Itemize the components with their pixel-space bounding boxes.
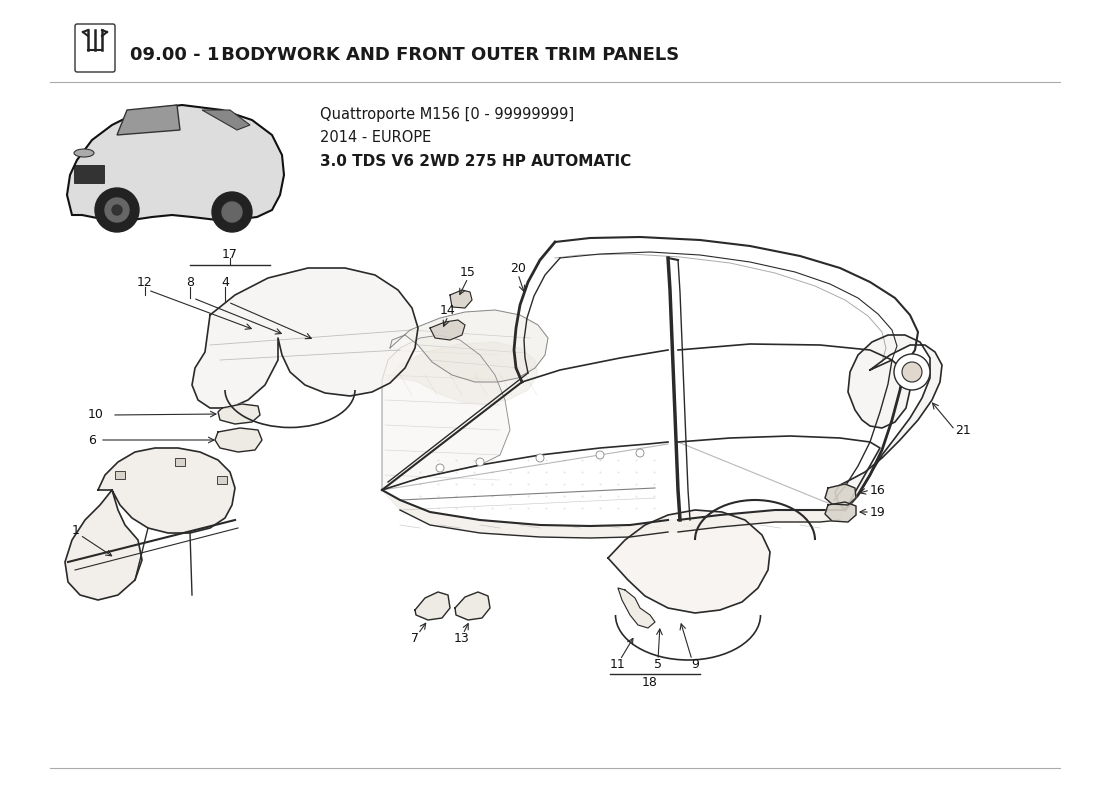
Text: 3.0 TDS V6 2WD 275 HP AUTOMATIC: 3.0 TDS V6 2WD 275 HP AUTOMATIC bbox=[320, 154, 631, 169]
Text: 14: 14 bbox=[440, 303, 455, 317]
Polygon shape bbox=[218, 404, 260, 424]
Text: 6: 6 bbox=[88, 434, 96, 446]
Polygon shape bbox=[455, 592, 490, 620]
Polygon shape bbox=[835, 335, 942, 510]
Text: 5: 5 bbox=[654, 658, 662, 671]
Text: 1: 1 bbox=[72, 523, 80, 537]
Polygon shape bbox=[450, 290, 472, 308]
Text: 17: 17 bbox=[222, 249, 238, 262]
Ellipse shape bbox=[74, 149, 94, 157]
Polygon shape bbox=[382, 490, 845, 538]
Text: 12: 12 bbox=[138, 275, 153, 289]
Polygon shape bbox=[415, 592, 450, 620]
Text: 15: 15 bbox=[460, 266, 476, 278]
Polygon shape bbox=[385, 342, 538, 404]
Bar bbox=[175, 458, 185, 466]
Polygon shape bbox=[67, 105, 284, 220]
Circle shape bbox=[894, 354, 930, 390]
Text: 4: 4 bbox=[221, 275, 229, 289]
Bar bbox=[217, 476, 227, 484]
Circle shape bbox=[596, 451, 604, 459]
Circle shape bbox=[212, 192, 252, 232]
Text: 7: 7 bbox=[411, 631, 419, 645]
Polygon shape bbox=[618, 588, 654, 628]
Text: Quattroporte M156 [0 - 99999999]: Quattroporte M156 [0 - 99999999] bbox=[320, 107, 574, 122]
Polygon shape bbox=[202, 110, 250, 130]
Polygon shape bbox=[192, 268, 418, 408]
Polygon shape bbox=[430, 320, 465, 340]
Text: 13: 13 bbox=[454, 631, 470, 645]
Polygon shape bbox=[825, 502, 856, 522]
Circle shape bbox=[436, 464, 444, 472]
Polygon shape bbox=[608, 510, 770, 613]
Polygon shape bbox=[382, 335, 510, 490]
Polygon shape bbox=[214, 428, 262, 452]
Polygon shape bbox=[65, 448, 235, 600]
Text: 21: 21 bbox=[955, 423, 970, 437]
Circle shape bbox=[902, 362, 922, 382]
Text: 09.00 - 1: 09.00 - 1 bbox=[130, 46, 219, 64]
Circle shape bbox=[636, 449, 644, 457]
Text: 9: 9 bbox=[691, 658, 698, 671]
Text: 16: 16 bbox=[870, 483, 886, 497]
Text: 11: 11 bbox=[610, 658, 626, 671]
Circle shape bbox=[222, 202, 242, 222]
Circle shape bbox=[112, 205, 122, 215]
Polygon shape bbox=[825, 484, 856, 505]
Circle shape bbox=[104, 198, 129, 222]
Text: 18: 18 bbox=[642, 675, 658, 689]
Text: BODYWORK AND FRONT OUTER TRIM PANELS: BODYWORK AND FRONT OUTER TRIM PANELS bbox=[214, 46, 680, 64]
Circle shape bbox=[536, 454, 544, 462]
Polygon shape bbox=[390, 310, 548, 382]
Text: 10: 10 bbox=[88, 409, 103, 422]
Text: 20: 20 bbox=[510, 262, 526, 274]
FancyBboxPatch shape bbox=[75, 24, 116, 72]
Circle shape bbox=[476, 458, 484, 466]
Text: 8: 8 bbox=[186, 275, 194, 289]
Text: 19: 19 bbox=[870, 506, 886, 518]
Circle shape bbox=[95, 188, 139, 232]
Polygon shape bbox=[117, 105, 180, 135]
Bar bbox=[74, 165, 104, 183]
Text: 2014 - EUROPE: 2014 - EUROPE bbox=[320, 130, 431, 146]
Bar bbox=[116, 471, 125, 479]
